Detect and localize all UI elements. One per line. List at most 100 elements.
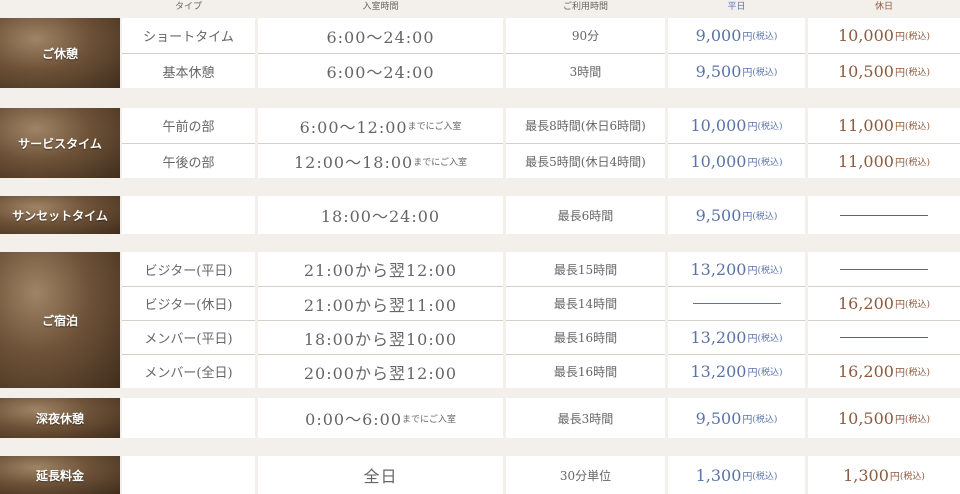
table-row: 基本休憩 6:00〜24:00 3時間 9,500 円 (税込) 10,500 円 (税込) [0, 53, 960, 88]
price-tax: (税込) [757, 334, 783, 344]
no-price-dash [692, 303, 781, 304]
table-row: 0:00〜6:00 までにご入室 最長3時間 9,500 円 (税込) 10,500 円 (税込… [0, 398, 960, 438]
entry-cell: 全日 [258, 456, 503, 494]
group-label: ご休憩 [0, 18, 120, 88]
price-unit: 円 [742, 414, 753, 426]
duration-text: 最長14時間 [553, 297, 618, 311]
price-unit: 円 [742, 211, 753, 223]
weekday-price-amount: 10,000 [690, 151, 747, 171]
entry-time: 18:00から翌10:00 [303, 329, 458, 349]
entry-cell: 6:00〜24:00 [258, 18, 503, 53]
type-text: メンバー(平日) [144, 332, 233, 347]
group-4: 深夜休憩 0:00〜6:00 までにご入室 最長3時間 9,500 円 (税込) 10,500… [0, 398, 960, 438]
holiday-price-cell: 10,000 円 (税込) [808, 18, 960, 53]
type-text: ビジター(平日) [144, 263, 233, 279]
holiday-price-cell: 11,000 円 (税込) [808, 108, 960, 143]
duration-cell: 最長3時間 [506, 398, 665, 438]
holiday-price-amount: 11,000 [837, 116, 894, 135]
no-price-dash [840, 214, 928, 216]
duration-text: 最長6時間 [557, 208, 614, 223]
duration-cell: 30分単位 [506, 456, 665, 494]
table-row: ショートタイム 6:00〜24:00 90分 9,000 円 (税込) 10,000 円 (税込… [0, 18, 960, 53]
entry-time: 18:00〜24:00 [320, 207, 441, 226]
duration-text: 最長3時間 [557, 411, 614, 426]
entry-time: 6:00〜24:00 [326, 63, 435, 82]
price-unit: 円 [894, 414, 905, 426]
type-cell: ビジター(平日) [122, 252, 255, 286]
price-unit: 円 [894, 368, 905, 379]
entry-cell: 0:00〜6:00 までにご入室 [258, 398, 503, 438]
holiday-price-amount: 10,500 [837, 61, 894, 81]
price-tax: (税込) [899, 471, 925, 482]
holiday-price-cell: 11,000 円 (税込) [808, 143, 960, 178]
holiday-price-cell [808, 252, 960, 286]
duration-cell: 最長6時間 [506, 196, 665, 234]
price-tax: (税込) [752, 32, 778, 42]
duration-text: 最長16時間 [553, 365, 618, 379]
holiday-price-cell [808, 320, 960, 354]
entry-time: 20:00から翌12:00 [303, 363, 458, 383]
type-cell: ビジター(休日) [122, 286, 255, 320]
table-row: メンバー(平日) 18:00から翌10:00 最長16時間 13,200 円 (税込) [0, 320, 960, 354]
price-unit: 円 [742, 471, 753, 483]
weekday-price-amount: 9,500 [695, 205, 742, 225]
price-tax: (税込) [757, 265, 783, 276]
header-holiday: 休日 [874, 2, 893, 12]
price-tax: (税込) [752, 414, 778, 425]
price-unit: 円 [894, 32, 905, 43]
header-duration: ご利用時間 [562, 2, 608, 12]
price-tax: (税込) [904, 157, 930, 168]
price-tax: (税込) [904, 67, 930, 78]
table-row: 18:00〜24:00 最長6時間 9,500 円 (税込) [0, 196, 960, 234]
weekday-price-amount: 13,200 [690, 259, 747, 279]
duration-cell: 3時間 [506, 53, 665, 88]
duration-cell: 最長16時間 [506, 320, 665, 354]
entry-cell: 21:00から翌11:00 [258, 286, 503, 320]
group-0: ご休憩 ショートタイム 6:00〜24:00 90分 9,000 円 (税込) 10,000 円… [0, 18, 960, 88]
table-row: ビジター(平日) 21:00から翌12:00 最長15時間 13,200 円 (税込) [0, 252, 960, 286]
price-tax: (税込) [904, 414, 930, 425]
group-1: サービスタイム 午前の部 6:00〜12:00 までにご入室 最長8時間(休日6時間) 1… [0, 108, 960, 178]
entry-cell: 6:00〜12:00 までにご入室 [258, 108, 503, 143]
type-cell [122, 456, 255, 494]
group-label: 延長料金 [0, 456, 120, 494]
weekday-price-cell: 10,000 円 (税込) [668, 108, 805, 143]
group-label: 深夜休憩 [0, 398, 120, 438]
weekday-price-amount: 9,000 [695, 26, 742, 45]
duration-cell: 最長5時間(休日4時間) [506, 143, 665, 178]
price-tax: (税込) [752, 211, 778, 222]
price-unit: 円 [894, 300, 905, 311]
entry-cell: 12:00〜18:00 までにご入室 [258, 143, 503, 178]
duration-text: 30分単位 [559, 468, 612, 483]
entry-cell: 18:00〜24:00 [258, 196, 503, 234]
price-tax: (税込) [752, 67, 778, 78]
entry-time: 21:00から翌12:00 [303, 261, 458, 280]
weekday-price-cell: 9,000 円 (税込) [668, 18, 805, 53]
weekday-price-cell: 13,200 円 (税込) [668, 320, 805, 354]
price-unit: 円 [742, 32, 753, 43]
price-unit: 円 [747, 265, 758, 277]
holiday-price-cell: 10,500 円 (税込) [808, 398, 960, 438]
type-text: 午後の部 [162, 155, 215, 171]
price-unit: 円 [747, 368, 758, 379]
no-price-dash [840, 268, 928, 270]
price-unit: 円 [742, 67, 753, 79]
table-row: 午後の部 12:00〜18:00 までにご入室 最長5時間(休日4時間) 10,000 円… [0, 143, 960, 178]
entry-time: 全日 [363, 467, 398, 486]
weekday-price-cell: 9,500 円 (税込) [668, 398, 805, 438]
entry-time: 6:00〜24:00 [326, 27, 435, 47]
duration-cell: 最長8時間(休日6時間) [506, 108, 665, 143]
entry-time: 21:00から翌11:00 [303, 295, 458, 315]
duration-cell: 最長14時間 [506, 286, 665, 320]
entry-cell: 18:00から翌10:00 [258, 320, 503, 354]
entry-note: までにご入室 [407, 122, 462, 132]
weekday-price-cell: 1,300 円 (税込) [668, 456, 805, 494]
weekday-price-cell [668, 286, 805, 320]
group-5: 延長料金 全日 30分単位 1,300 円 (税込) 1,300 円 (税込) [0, 456, 960, 494]
group-label: ご宿泊 [0, 252, 120, 388]
holiday-price-amount: 10,500 [837, 408, 894, 428]
table-row: メンバー(全日) 20:00から翌12:00 最長16時間 13,200 円 (税込) 16… [0, 354, 960, 388]
holiday-price-amount: 10,000 [837, 26, 894, 45]
duration-text: 最長5時間(休日4時間) [525, 154, 646, 169]
type-text: 基本休憩 [162, 65, 215, 81]
